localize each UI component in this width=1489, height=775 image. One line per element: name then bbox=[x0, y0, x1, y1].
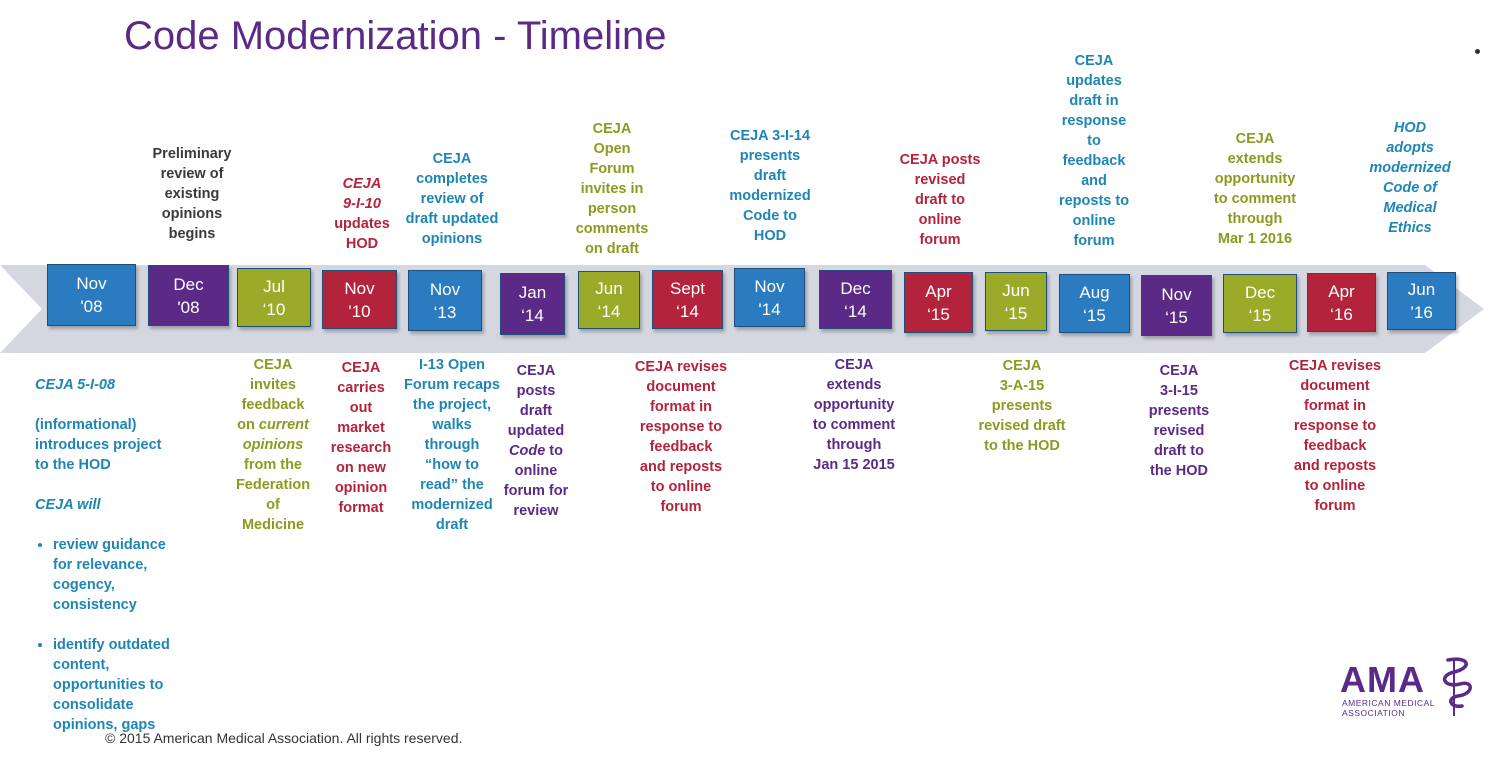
milestone-box: Nov '10 bbox=[322, 270, 397, 329]
page-title: Code Modernization - Timeline bbox=[124, 14, 667, 58]
milestone-box: Apr ‘16 bbox=[1307, 273, 1376, 332]
label-below-dec14: CEJA extends opportunity to comment thro… bbox=[812, 357, 896, 473]
label-below-nov13: I-13 Open Forum recaps the project, walk… bbox=[404, 357, 500, 533]
milestone-box: Nov '08 bbox=[47, 264, 136, 326]
label-above-nov10-ref: CEJA 9-I-10 bbox=[342, 176, 382, 212]
milestone-box: Dec '08 bbox=[148, 265, 229, 326]
label-above-nov10-text: updates HOD bbox=[334, 216, 390, 252]
logo-mark: AMA bbox=[1340, 659, 1425, 700]
list-item: identify outdated content, opportunities… bbox=[53, 635, 185, 735]
milestone-box: Dec ‘15 bbox=[1223, 274, 1297, 333]
label-below-nov08-ref: CEJA 5-I-08 bbox=[35, 377, 116, 393]
ama-logo: AMA AMERICAN MEDICAL ASSOCIATION bbox=[1340, 654, 1475, 724]
label-below-jan14-i: Code bbox=[509, 443, 546, 459]
label-below-jun15: CEJA 3-A-15 presents revised draft to th… bbox=[978, 358, 1066, 454]
copyright-footer: © 2015 American Medical Association. All… bbox=[105, 730, 463, 746]
label-below-jul10-b: from the Federation of Medicine bbox=[235, 457, 311, 533]
label-above-nov13: CEJA completes review of draft updated o… bbox=[405, 151, 499, 247]
label-below-jan14: CEJA posts draft updated Code to online f… bbox=[496, 361, 576, 521]
label-below-nov08-will: CEJA will bbox=[35, 497, 101, 513]
milestone-box: Jun ‘14 bbox=[578, 271, 640, 329]
milestone-box: Nov '14 bbox=[734, 268, 805, 327]
label-below-apr16: CEJA revises document format in response… bbox=[1288, 358, 1382, 514]
label-below-jan14-a: CEJA posts draft updated bbox=[507, 363, 565, 439]
label-below-jul10-i: current opinions bbox=[242, 417, 309, 453]
label-below-nov08: CEJA 5-I-08 (informational) introduces p… bbox=[35, 355, 185, 775]
milestone-box: Jul ‘10 bbox=[237, 268, 311, 327]
bullet-dot bbox=[1475, 49, 1480, 54]
label-above-jun14: CEJA Open Forum invites in person commen… bbox=[575, 121, 649, 257]
label-below-nov08-list: review guidance for relevance, cogency, … bbox=[35, 515, 185, 755]
label-below-jul10-a: CEJA invites feedback on bbox=[237, 357, 305, 433]
milestone-box: Apr ‘15 bbox=[904, 272, 973, 333]
milestone-box: Aug ‘15 bbox=[1059, 274, 1130, 333]
label-above-dec08: Preliminary review of existing opinions … bbox=[152, 146, 232, 242]
label-below-jul10: CEJA invites feedback on current opinion… bbox=[230, 355, 316, 535]
label-below-nov08-intro: (informational) introduces project to th… bbox=[35, 417, 162, 473]
timeline-arrow bbox=[0, 265, 1484, 353]
logo-subtitle: AMERICAN MEDICAL ASSOCIATION bbox=[1342, 698, 1435, 718]
label-above-jun16: HOD adopts modernized Code of Medical Et… bbox=[1369, 120, 1451, 236]
label-above-nov14: CEJA 3-I-14 presents draft modernized Co… bbox=[729, 128, 811, 244]
milestone-box: Nov ‘13 bbox=[408, 270, 482, 331]
milestone-box: Nov ‘15 bbox=[1141, 275, 1212, 336]
milestone-box: Jun ’16 bbox=[1387, 272, 1456, 330]
milestone-box: Jan ‘14 bbox=[500, 273, 565, 335]
label-above-dec15: CEJA extends opportunity to comment thro… bbox=[1213, 131, 1297, 247]
caduceus-icon bbox=[1442, 657, 1472, 716]
label-below-nov10: CEJA carries out market research on new … bbox=[330, 360, 392, 516]
label-above-nov10: CEJA 9-I-10 updates HOD bbox=[325, 174, 399, 254]
label-below-sept14: CEJA revises document format in response… bbox=[634, 359, 728, 515]
label-above-aug15: CEJA updates draft in response to feedba… bbox=[1058, 53, 1130, 249]
milestone-box: Jun ‘15 bbox=[985, 272, 1047, 331]
milestone-box: Dec ‘14 bbox=[819, 270, 892, 329]
label-below-jan14-b: to online forum for review bbox=[503, 443, 569, 519]
milestone-box: Sept ‘14 bbox=[652, 270, 723, 329]
list-item: review guidance for relevance, cogency, … bbox=[53, 535, 185, 615]
label-below-nov15: CEJA 3-I-15 presents revised draft to th… bbox=[1148, 363, 1210, 479]
label-above-apr15: CEJA posts revised draft to online forum bbox=[899, 152, 981, 248]
